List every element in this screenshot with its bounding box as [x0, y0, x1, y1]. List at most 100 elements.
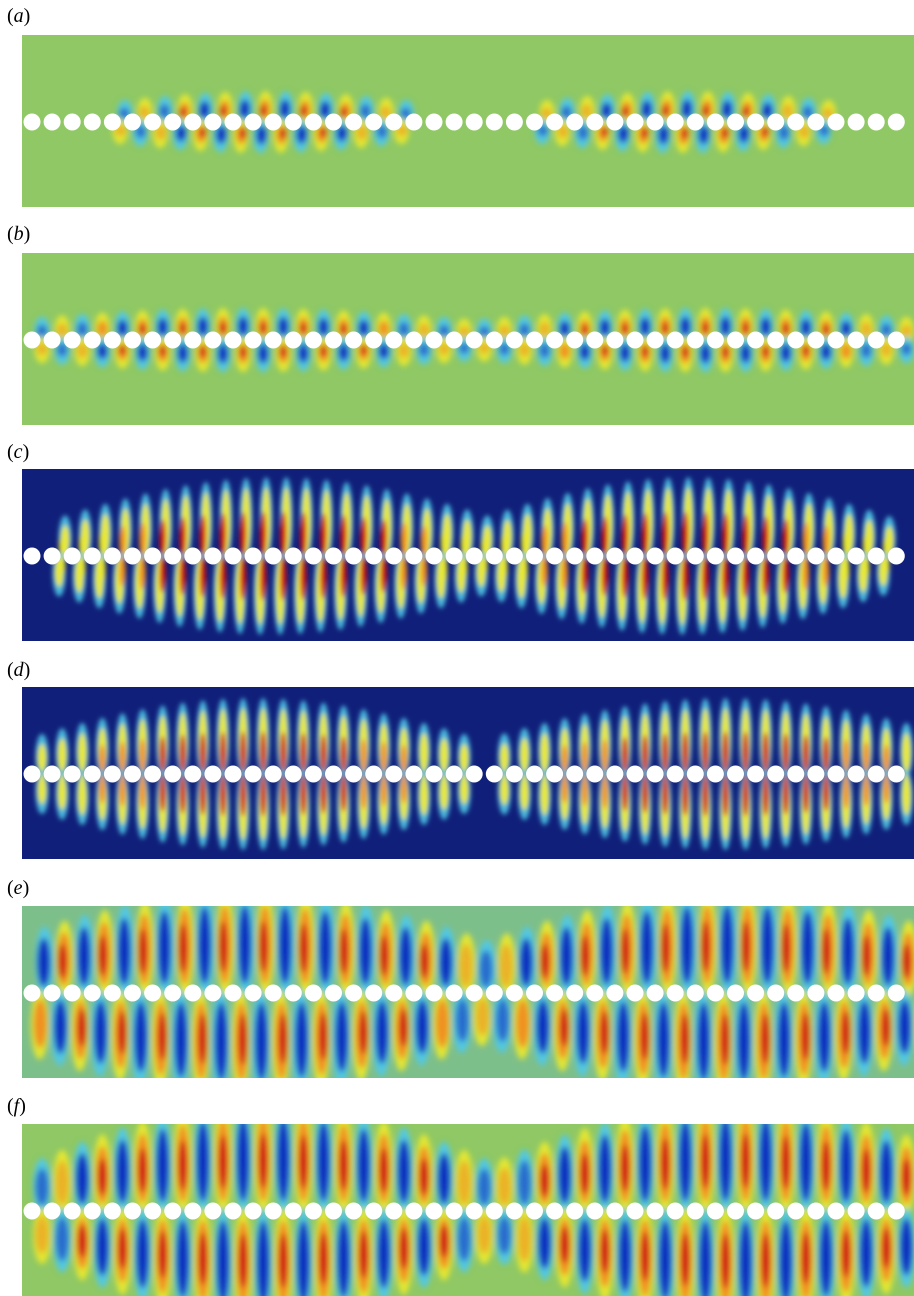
rod-marker: [747, 114, 764, 131]
rod-marker: [627, 766, 644, 783]
rod-marker: [787, 1203, 804, 1220]
rod-marker: [305, 766, 322, 783]
rod-marker: [204, 114, 221, 131]
rod-marker: [506, 332, 523, 349]
rod-marker: [667, 1203, 684, 1220]
rod-marker: [606, 1203, 623, 1220]
rod-marker: [265, 332, 282, 349]
rod-marker: [566, 766, 583, 783]
panel-label-c: (c): [7, 442, 29, 462]
rod-marker: [285, 548, 302, 565]
rod-marker: [767, 114, 784, 131]
rod-marker: [506, 114, 523, 131]
rod-marker: [546, 548, 563, 565]
rod-marker: [727, 985, 744, 1002]
rod-marker: [807, 1203, 824, 1220]
rod-marker: [466, 114, 483, 131]
rod-marker: [64, 1203, 81, 1220]
rod-marker: [486, 332, 503, 349]
rod-marker: [747, 766, 764, 783]
rod-marker: [566, 114, 583, 131]
rod-marker: [124, 1203, 141, 1220]
rod-marker: [164, 1203, 181, 1220]
field-svg: [22, 687, 914, 859]
rod-marker: [868, 114, 885, 131]
rod-marker: [325, 1203, 342, 1220]
rod-marker: [506, 548, 523, 565]
rod-marker: [345, 766, 362, 783]
rod-marker: [627, 1203, 644, 1220]
rod-marker: [727, 1203, 744, 1220]
rod-marker: [767, 985, 784, 1002]
rod-marker: [204, 548, 221, 565]
rod-marker: [446, 548, 463, 565]
rod-marker: [144, 114, 161, 131]
rod-marker: [164, 985, 181, 1002]
rod-marker: [546, 332, 563, 349]
rod-marker: [405, 985, 422, 1002]
rod-marker: [84, 332, 101, 349]
rod-marker: [104, 766, 121, 783]
rod-marker: [526, 766, 543, 783]
rod-marker: [667, 766, 684, 783]
rod-marker: [365, 114, 382, 131]
field-svg: [22, 35, 914, 207]
rod-marker: [24, 332, 41, 349]
rod-marker: [868, 548, 885, 565]
rod-marker: [606, 332, 623, 349]
rod-marker: [747, 1203, 764, 1220]
rod-marker: [888, 1203, 905, 1220]
rod-marker: [446, 985, 463, 1002]
rod-marker: [807, 548, 824, 565]
rod-marker: [104, 985, 121, 1002]
rod-marker: [225, 548, 242, 565]
rod-marker: [64, 548, 81, 565]
rod-marker: [767, 332, 784, 349]
rod-marker: [566, 1203, 583, 1220]
rod-marker: [466, 766, 483, 783]
rod-marker: [828, 332, 845, 349]
rod-marker: [747, 985, 764, 1002]
rod-marker: [104, 332, 121, 349]
rod-marker: [486, 548, 503, 565]
rod-marker: [225, 985, 242, 1002]
rod-marker: [727, 114, 744, 131]
rod-marker: [365, 985, 382, 1002]
rod-marker: [405, 548, 422, 565]
rod-marker: [647, 114, 664, 131]
rod-marker: [888, 985, 905, 1002]
field-map-b: [22, 253, 914, 425]
rod-marker: [426, 114, 443, 131]
rod-marker: [888, 114, 905, 131]
rod-marker: [285, 114, 302, 131]
rod-marker: [124, 332, 141, 349]
rod-marker: [446, 1203, 463, 1220]
rod-marker: [787, 548, 804, 565]
rod-marker: [426, 332, 443, 349]
rod-marker: [84, 548, 101, 565]
field-svg: [22, 906, 914, 1078]
rod-marker: [466, 548, 483, 565]
rod-marker: [828, 766, 845, 783]
panel-label-d: (d): [7, 660, 30, 680]
rod-marker: [245, 1203, 262, 1220]
rod-marker: [24, 1203, 41, 1220]
rod-marker: [466, 1203, 483, 1220]
rod-marker: [345, 332, 362, 349]
rod-marker: [305, 1203, 322, 1220]
rod-marker: [667, 114, 684, 131]
rod-marker: [566, 548, 583, 565]
rod-marker: [144, 985, 161, 1002]
rod-marker: [426, 766, 443, 783]
rod-marker: [606, 114, 623, 131]
rod-marker: [365, 1203, 382, 1220]
panel-label-e: (e): [7, 878, 29, 898]
rod-marker: [184, 332, 201, 349]
rod-marker: [305, 332, 322, 349]
rod-marker: [365, 548, 382, 565]
rod-marker: [486, 114, 503, 131]
rod-marker: [848, 332, 865, 349]
rod-marker: [426, 985, 443, 1002]
rod-marker: [104, 114, 121, 131]
rod-marker: [667, 548, 684, 565]
